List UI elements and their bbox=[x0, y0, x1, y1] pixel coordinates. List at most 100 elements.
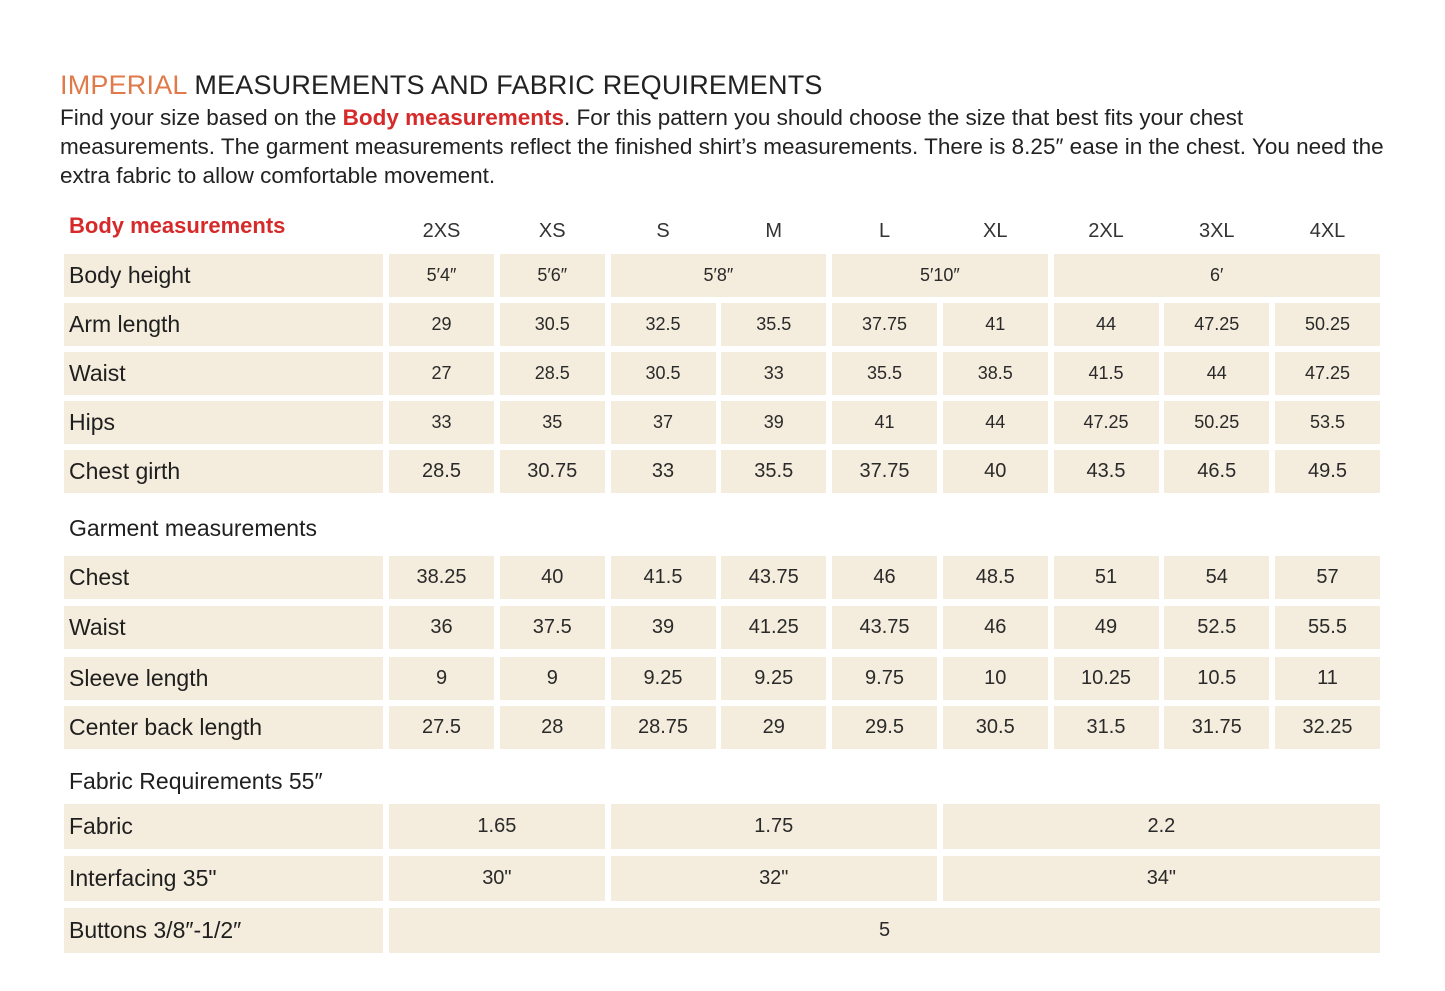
table-cell: 35 bbox=[499, 401, 605, 444]
table-cell: 44 bbox=[1053, 303, 1159, 346]
section-body-measurements: Body measurements bbox=[69, 213, 286, 238]
table-cell: 43.75 bbox=[721, 556, 827, 599]
size-header-xl: XL bbox=[983, 219, 1008, 242]
table-cell: 35.5 bbox=[721, 303, 827, 346]
table-cell: 11 bbox=[1275, 657, 1380, 700]
table-cell: 32" bbox=[610, 856, 937, 901]
table-cell: 54 bbox=[1164, 556, 1270, 599]
table-cell: 41.25 bbox=[721, 606, 827, 649]
table-cell: 46.5 bbox=[1164, 450, 1270, 493]
intro-text-1: Find your size based on the bbox=[60, 105, 343, 130]
size-header-2xl: 2XL bbox=[1088, 219, 1124, 242]
table-cell: 5 bbox=[389, 908, 1380, 953]
table-cell: 10 bbox=[942, 657, 1048, 700]
row-label: Hips bbox=[64, 401, 383, 444]
table-cell: 9.25 bbox=[610, 657, 716, 700]
table-cell: 33 bbox=[389, 401, 494, 444]
table-cell: 53.5 bbox=[1275, 401, 1380, 444]
table-cell: 37 bbox=[610, 401, 716, 444]
table-cell: 47.25 bbox=[1164, 303, 1270, 346]
table-cell: 33 bbox=[721, 352, 827, 395]
size-header-m: M bbox=[765, 219, 783, 242]
table-cell: 38.25 bbox=[389, 556, 494, 599]
table-cell: 40 bbox=[499, 556, 605, 599]
table-cell: 47.25 bbox=[1053, 401, 1159, 444]
title-rest: MEASUREMENTS AND FABRIC REQUIREMENTS bbox=[186, 70, 823, 100]
size-header-l: L bbox=[878, 219, 891, 242]
table-cell: 41 bbox=[832, 401, 937, 444]
table-cell: 9 bbox=[499, 657, 605, 700]
table-cell: 1.75 bbox=[610, 804, 937, 849]
row-label: Chest girth bbox=[64, 450, 383, 493]
intro-highlight: Body measurements bbox=[342, 105, 565, 130]
table-cell: 31.5 bbox=[1053, 706, 1159, 749]
table-cell: 35.5 bbox=[721, 450, 827, 493]
row-label: Buttons 3/8″-1/2″ bbox=[64, 908, 383, 953]
table-cell: 38.5 bbox=[942, 352, 1048, 395]
intro-paragraph: Find your size based on the Body measure… bbox=[60, 103, 1390, 190]
size-header-s: S bbox=[656, 219, 670, 242]
table-cell: 29.5 bbox=[832, 706, 937, 749]
intro-text-2: . For this pattern you should choose the… bbox=[60, 105, 1384, 188]
table-cell: 37.75 bbox=[832, 303, 937, 346]
table-cell: 32.25 bbox=[1275, 706, 1380, 749]
table-cell: 34" bbox=[942, 856, 1380, 901]
size-header-4xl: 4XL bbox=[1309, 219, 1346, 242]
table-cell: 32.5 bbox=[610, 303, 716, 346]
table-cell: 43.75 bbox=[832, 606, 937, 649]
table-cell: 5′6″ bbox=[499, 254, 605, 297]
table-cell: 55.5 bbox=[1275, 606, 1380, 649]
row-label: Body height bbox=[64, 254, 383, 297]
row-label: Interfacing 35" bbox=[64, 856, 383, 901]
size-header-3xl: 3XL bbox=[1198, 219, 1235, 242]
section-garment-measurements: Garment measurements bbox=[69, 515, 317, 541]
table-cell: 9.25 bbox=[721, 657, 827, 700]
table-cell: 50.25 bbox=[1275, 303, 1380, 346]
row-label: Sleeve length bbox=[64, 657, 383, 700]
table-cell: 50.25 bbox=[1164, 401, 1270, 444]
table-cell: 10.5 bbox=[1164, 657, 1270, 700]
table-cell: 46 bbox=[942, 606, 1048, 649]
table-cell: 41.5 bbox=[1053, 352, 1159, 395]
table-cell: 5′4″ bbox=[389, 254, 494, 297]
table-cell: 36 bbox=[389, 606, 494, 649]
table-cell: 44 bbox=[1164, 352, 1270, 395]
table-cell: 43.5 bbox=[1053, 450, 1159, 493]
table-cell: 5′10″ bbox=[832, 254, 1048, 297]
table-cell: 40 bbox=[942, 450, 1048, 493]
table-cell: 28.5 bbox=[389, 450, 494, 493]
table-cell: 49.5 bbox=[1275, 450, 1380, 493]
table-cell: 9 bbox=[389, 657, 494, 700]
table-cell: 57 bbox=[1275, 556, 1380, 599]
table-cell: 48.5 bbox=[942, 556, 1048, 599]
row-label: Chest bbox=[64, 556, 383, 599]
table-cell: 51 bbox=[1053, 556, 1159, 599]
table-cell: 9.75 bbox=[832, 657, 937, 700]
table-cell: 37.75 bbox=[832, 450, 937, 493]
table-cell: 30.5 bbox=[610, 352, 716, 395]
table-cell: 29 bbox=[721, 706, 827, 749]
size-header-2xs: 2XS bbox=[422, 219, 461, 242]
table-cell: 37.5 bbox=[499, 606, 605, 649]
table-cell: 44 bbox=[942, 401, 1048, 444]
table-cell: 33 bbox=[610, 450, 716, 493]
table-cell: 35.5 bbox=[832, 352, 937, 395]
table-cell: 28.75 bbox=[610, 706, 716, 749]
table-cell: 41.5 bbox=[610, 556, 716, 599]
table-cell: 28.5 bbox=[499, 352, 605, 395]
size-header-xs: XS bbox=[538, 219, 566, 242]
table-cell: 10.25 bbox=[1053, 657, 1159, 700]
table-cell: 39 bbox=[610, 606, 716, 649]
table-cell: 31.75 bbox=[1164, 706, 1270, 749]
row-label: Center back length bbox=[64, 706, 383, 749]
table-cell: 30.5 bbox=[499, 303, 605, 346]
table-cell: 27.5 bbox=[389, 706, 494, 749]
table-cell: 30.5 bbox=[942, 706, 1048, 749]
table-cell: 52.5 bbox=[1164, 606, 1270, 649]
table-cell: 30" bbox=[389, 856, 605, 901]
table-cell: 2.2 bbox=[942, 804, 1380, 849]
page-title: IMPERIAL MEASUREMENTS AND FABRIC REQUIRE… bbox=[60, 70, 823, 101]
row-label: Waist bbox=[64, 352, 383, 395]
title-accent: IMPERIAL bbox=[60, 70, 187, 100]
table-cell: 27 bbox=[389, 352, 494, 395]
